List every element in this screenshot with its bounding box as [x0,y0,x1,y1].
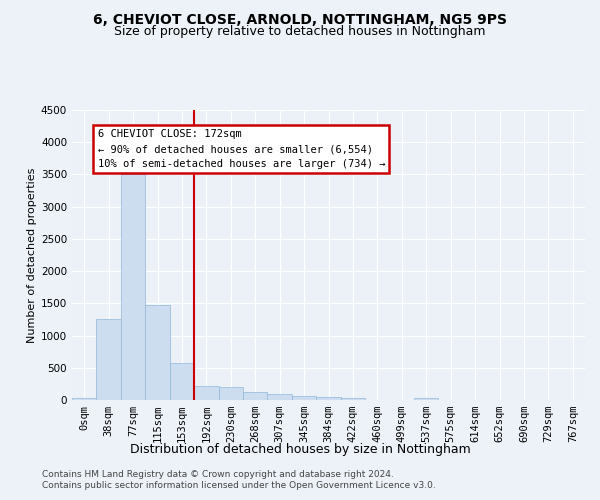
Bar [97,319,121,400]
Text: Contains public sector information licensed under the Open Government Licence v3: Contains public sector information licen… [42,481,436,490]
Bar [170,364,194,400]
Bar [268,394,292,400]
Bar [414,398,439,400]
Bar [121,174,145,400]
Bar [243,392,268,400]
Bar [292,396,316,400]
Text: Distribution of detached houses by size in Nottingham: Distribution of detached houses by size … [130,442,470,456]
Text: 6, CHEVIOT CLOSE, ARNOLD, NOTTINGHAM, NG5 9PS: 6, CHEVIOT CLOSE, ARNOLD, NOTTINGHAM, NG… [93,12,507,26]
Bar [72,398,97,400]
Bar [316,397,341,400]
Bar [194,386,218,400]
Text: Contains HM Land Registry data © Crown copyright and database right 2024.: Contains HM Land Registry data © Crown c… [42,470,394,479]
Bar [341,398,365,400]
Text: 6 CHEVIOT CLOSE: 172sqm
← 90% of detached houses are smaller (6,554)
10% of semi: 6 CHEVIOT CLOSE: 172sqm ← 90% of detache… [98,130,385,169]
Bar [218,387,243,400]
Text: Size of property relative to detached houses in Nottingham: Size of property relative to detached ho… [114,25,486,38]
Bar [145,305,170,400]
Y-axis label: Number of detached properties: Number of detached properties [27,168,37,342]
